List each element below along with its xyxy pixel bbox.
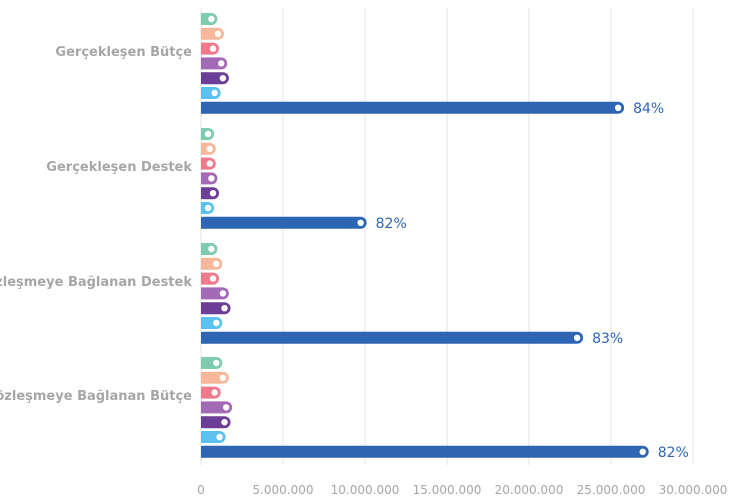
bar-base xyxy=(201,273,207,285)
bar-base xyxy=(201,158,207,170)
bar-end-marker xyxy=(210,275,216,281)
bar-base xyxy=(201,287,207,299)
bar-base xyxy=(201,13,207,25)
bar-base xyxy=(201,217,207,229)
bar-end-marker xyxy=(220,75,226,81)
bar-end-marker xyxy=(220,375,226,381)
bar-end-marker xyxy=(207,160,213,166)
bar-base xyxy=(201,28,207,40)
x-tick-label: 20.000.000 xyxy=(495,483,564,497)
category-label: Sözleşmeye Bağlanan Destek xyxy=(0,275,192,290)
bar-value-label: 82% xyxy=(658,445,689,461)
bar-end-marker xyxy=(213,261,219,267)
category-labels: Gerçekleşen Bütçe Gerçekleşen Destek Sözle… xyxy=(0,45,192,404)
bar-base xyxy=(201,258,207,270)
bar xyxy=(201,332,583,344)
bar-end-marker xyxy=(215,31,221,37)
category-label: Sözleşmeye Bağlanan Bütçe xyxy=(0,389,192,404)
bar-base xyxy=(201,372,207,384)
x-axis-tick-labels: 0 5.000.000 10.000.000 15.000.000 20.000.000… xyxy=(197,483,727,497)
bar-end-marker xyxy=(216,434,222,440)
x-tick-label: 15.000.000 xyxy=(413,483,482,497)
percentage-labels: 84% 82% 83% 82% xyxy=(376,101,689,461)
bar-end-marker xyxy=(221,419,227,425)
bar-value-label: 84% xyxy=(633,101,664,117)
bar-end-marker xyxy=(574,335,580,341)
bar-end-marker xyxy=(640,449,646,455)
bar-base xyxy=(201,72,207,84)
category-label: Gerçekleşen Bütçe xyxy=(55,45,192,60)
bar-base xyxy=(201,357,207,369)
bar-base xyxy=(201,401,207,413)
bar-end-marker xyxy=(207,146,213,152)
bar xyxy=(201,102,624,114)
bar-series xyxy=(201,13,649,458)
bar-end-marker xyxy=(208,175,214,181)
bar-base xyxy=(201,317,207,329)
grid-lines xyxy=(201,8,693,465)
bar-base xyxy=(201,302,207,314)
bar-value-label: 82% xyxy=(376,216,407,232)
bar-end-marker xyxy=(208,16,214,22)
bar-base xyxy=(201,416,207,428)
bar-end-marker xyxy=(205,205,211,211)
bar xyxy=(201,446,649,458)
bar-base xyxy=(201,43,207,55)
x-tick-label: 10.000.000 xyxy=(331,483,400,497)
bar-end-marker xyxy=(221,305,227,311)
bar-base xyxy=(201,57,207,69)
bar-end-marker xyxy=(210,190,216,196)
bar-base xyxy=(201,143,207,155)
bar-end-marker xyxy=(357,220,363,226)
bar xyxy=(201,217,367,229)
bar-end-marker xyxy=(218,60,224,66)
bar-base xyxy=(201,446,207,458)
category-label: Gerçekleşen Destek xyxy=(46,160,192,175)
bar-end-marker xyxy=(213,360,219,366)
bar-base xyxy=(201,243,207,255)
bar-base xyxy=(201,102,207,114)
bar-end-marker xyxy=(211,389,217,395)
x-tick-label: 0 xyxy=(197,483,205,497)
bar-base xyxy=(201,87,207,99)
bar-base xyxy=(201,387,207,399)
bar-end-marker xyxy=(205,131,211,137)
bar-end-marker xyxy=(210,45,216,51)
x-tick-label: 5.000.000 xyxy=(252,483,313,497)
bar-end-marker xyxy=(615,105,621,111)
bar-end-marker xyxy=(213,320,219,326)
bar-end-marker xyxy=(211,90,217,96)
bar-base xyxy=(201,431,207,443)
x-tick-label: 30.000.000 xyxy=(659,483,728,497)
bar-base xyxy=(201,187,207,199)
bar-end-marker xyxy=(223,404,229,410)
bar-value-label: 83% xyxy=(592,331,623,347)
x-tick-label: 25.000.000 xyxy=(577,483,646,497)
bar-end-marker xyxy=(208,246,214,252)
bar-base xyxy=(201,332,207,344)
bar-end-marker xyxy=(220,290,226,296)
bar-base xyxy=(201,172,207,184)
